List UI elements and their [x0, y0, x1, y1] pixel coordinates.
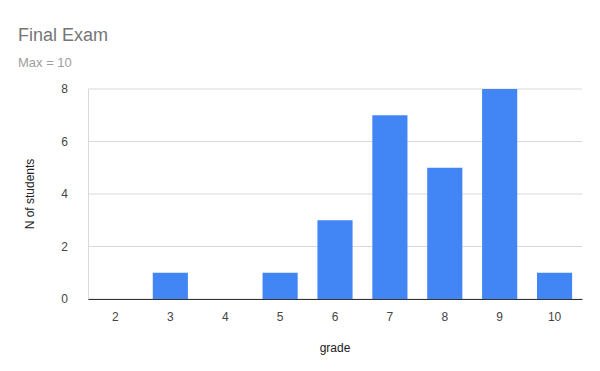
- x-tick-label: 2: [112, 310, 119, 324]
- bar: [263, 273, 298, 299]
- y-tick-label: 6: [61, 135, 68, 149]
- x-tick-label: 9: [496, 310, 503, 324]
- chart: Final Exam Max = 10 0 2 4 6 8 2 3 4 5 6 7 8 9 10 grade N …: [0, 0, 600, 371]
- grid: [88, 89, 582, 299]
- x-tick-label: 10: [548, 310, 562, 324]
- y-tick: 4: [61, 187, 88, 201]
- subtitle: Max = 10: [18, 55, 72, 70]
- x-tick-label: 7: [387, 310, 394, 324]
- y-tick-label: 4: [61, 187, 68, 201]
- bar: [372, 115, 407, 299]
- x-tick-label: 8: [441, 310, 448, 324]
- x-tick: 5: [277, 299, 284, 324]
- y-axis-line: [88, 90, 89, 300]
- x-tick-label: 4: [222, 310, 229, 324]
- x-tick: 10: [548, 299, 562, 324]
- x-tick-label: 6: [332, 310, 339, 324]
- bar: [482, 89, 517, 299]
- x-axis-title: grade: [320, 341, 351, 355]
- x-tick: 4: [222, 299, 229, 324]
- y-axis-title: N of students: [23, 159, 37, 230]
- x-tick: 2: [112, 299, 119, 324]
- x-tick: 6: [332, 299, 339, 324]
- bar: [98, 299, 133, 300]
- bar: [208, 299, 243, 300]
- x-axis: 2 3 4 5 6 7 8 9 10: [89, 299, 583, 324]
- x-axis-line: [89, 299, 583, 300]
- y-tick: 6: [61, 135, 88, 149]
- bar: [153, 273, 188, 299]
- title: Final Exam: [18, 25, 108, 45]
- y-tick: 2: [61, 240, 88, 254]
- x-tick: 8: [441, 299, 448, 324]
- plot: 0 2 4 6 8 2 3 4 5 6 7 8 9 10: [61, 82, 582, 323]
- x-tick-label: 3: [167, 310, 174, 324]
- y-tick: 8: [61, 82, 88, 96]
- bar: [537, 273, 572, 299]
- x-tick: 7: [387, 299, 394, 324]
- y-tick: 0: [61, 292, 88, 306]
- bar: [317, 220, 352, 299]
- y-axis: 0 2 4 6 8: [61, 82, 88, 306]
- y-tick-label: 0: [61, 292, 68, 306]
- bar: [427, 168, 462, 299]
- y-tick-label: 2: [61, 240, 68, 254]
- x-tick: 3: [167, 299, 174, 324]
- bars: [153, 89, 572, 299]
- y-tick-label: 8: [61, 82, 68, 96]
- background: [0, 0, 600, 371]
- x-tick: 9: [496, 299, 503, 324]
- x-tick-label: 5: [277, 310, 284, 324]
